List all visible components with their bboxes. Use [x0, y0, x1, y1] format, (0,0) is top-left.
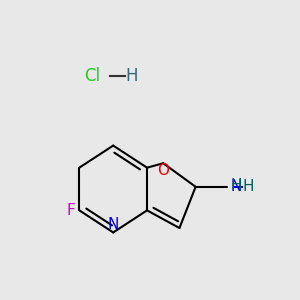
Text: H: H — [231, 178, 242, 193]
Text: H: H — [126, 67, 138, 85]
Text: N: N — [107, 218, 119, 232]
Text: H: H — [243, 179, 254, 194]
Text: N: N — [231, 179, 242, 194]
Text: F: F — [66, 203, 75, 218]
Text: Cl: Cl — [84, 68, 100, 85]
Text: O: O — [157, 163, 169, 178]
